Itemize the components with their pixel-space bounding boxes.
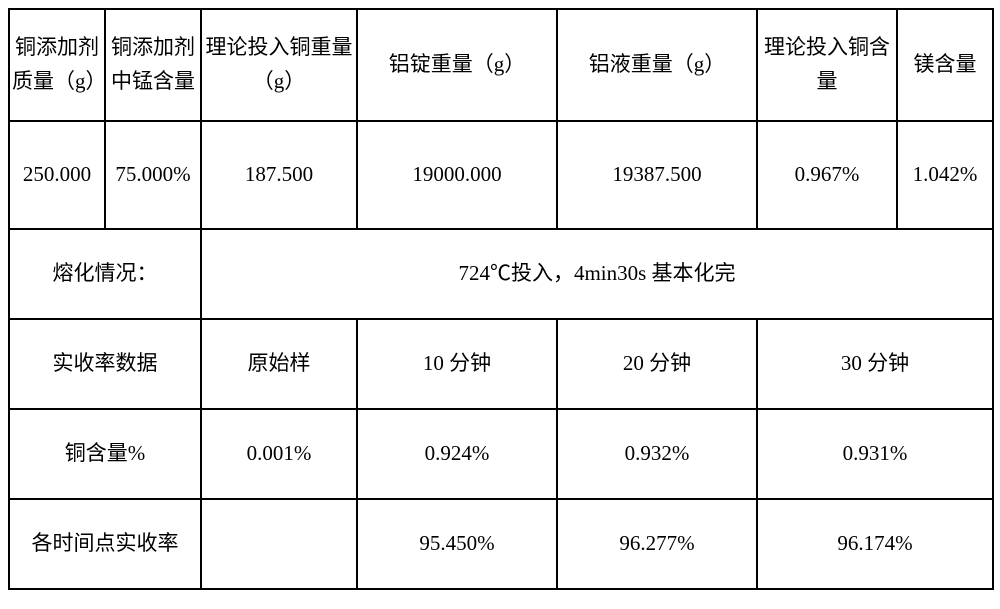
data-cell: 724℃投入，4min30s 基本化完: [201, 229, 993, 319]
data-cell: 187.500: [201, 121, 357, 229]
table-row: 铜添加剂质量（g） 铜添加剂中锰含量 理论投入铜重量（g） 铝锭重量（g） 铝液…: [9, 9, 993, 121]
header-cell: 铜添加剂质量（g）: [9, 9, 105, 121]
header-cell: 镁含量: [897, 9, 993, 121]
data-table: 铜添加剂质量（g） 铜添加剂中锰含量 理论投入铜重量（g） 铝锭重量（g） 铝液…: [8, 8, 994, 590]
header-cell: 理论投入铜含量: [757, 9, 897, 121]
data-cell: 95.450%: [357, 499, 557, 589]
data-cell: 0.932%: [557, 409, 757, 499]
label-cell: 实收率数据: [9, 319, 201, 409]
data-cell: 0.967%: [757, 121, 897, 229]
data-cell: 0.924%: [357, 409, 557, 499]
header-cell: 理论投入铜重量（g）: [201, 9, 357, 121]
table-row: 各时间点实收率 95.450% 96.277% 96.174%: [9, 499, 993, 589]
header-cell: 铜添加剂中锰含量: [105, 9, 201, 121]
data-cell: [201, 499, 357, 589]
label-cell: 熔化情况：: [9, 229, 201, 319]
table-row: 250.000 75.000% 187.500 19000.000 19387.…: [9, 121, 993, 229]
data-cell: 原始样: [201, 319, 357, 409]
table-row: 铜含量% 0.001% 0.924% 0.932% 0.931%: [9, 409, 993, 499]
data-cell: 0.001%: [201, 409, 357, 499]
label-cell: 铜含量%: [9, 409, 201, 499]
data-cell: 10 分钟: [357, 319, 557, 409]
data-cell: 96.174%: [757, 499, 993, 589]
data-cell: 1.042%: [897, 121, 993, 229]
data-cell: 0.931%: [757, 409, 993, 499]
data-cell: 96.277%: [557, 499, 757, 589]
data-cell: 30 分钟: [757, 319, 993, 409]
data-cell: 19387.500: [557, 121, 757, 229]
table-row: 熔化情况： 724℃投入，4min30s 基本化完: [9, 229, 993, 319]
table-row: 实收率数据 原始样 10 分钟 20 分钟 30 分钟: [9, 319, 993, 409]
data-cell: 19000.000: [357, 121, 557, 229]
data-cell: 20 分钟: [557, 319, 757, 409]
header-cell: 铝锭重量（g）: [357, 9, 557, 121]
data-cell: 75.000%: [105, 121, 201, 229]
header-cell: 铝液重量（g）: [557, 9, 757, 121]
label-cell: 各时间点实收率: [9, 499, 201, 589]
data-cell: 250.000: [9, 121, 105, 229]
